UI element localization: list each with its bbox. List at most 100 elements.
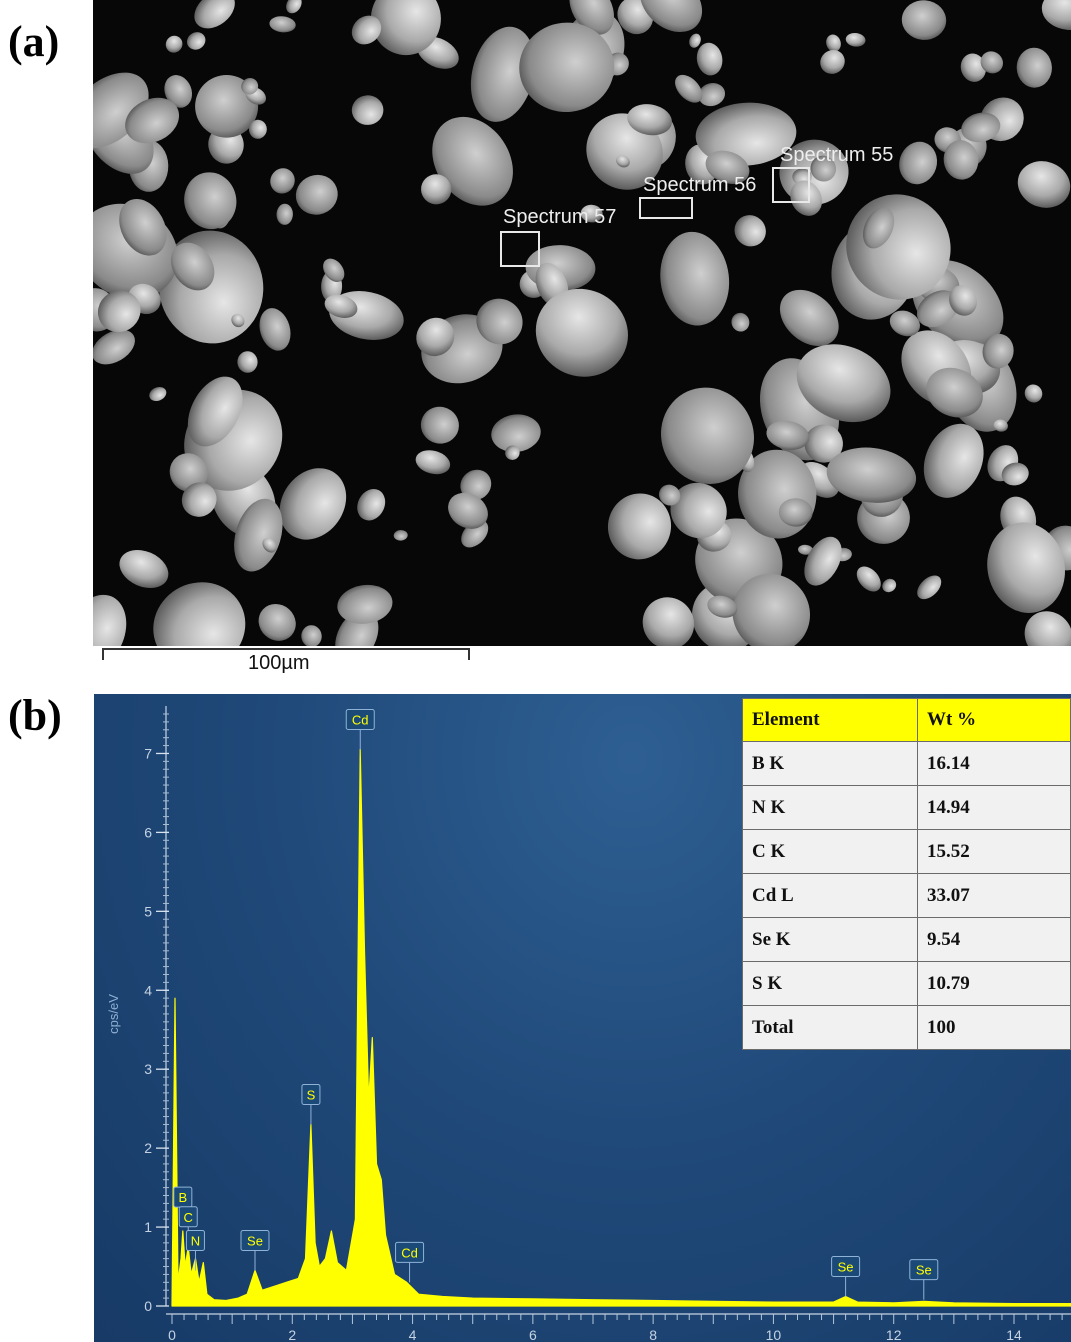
peak-label: B xyxy=(178,1190,187,1205)
particle xyxy=(164,75,193,108)
particle xyxy=(569,0,614,35)
particle xyxy=(93,594,127,646)
particle xyxy=(917,575,942,600)
particle xyxy=(826,447,917,503)
particle xyxy=(186,32,206,50)
particle xyxy=(804,424,843,463)
particle xyxy=(324,294,358,318)
header-element: Element xyxy=(742,698,918,742)
particle xyxy=(916,290,960,328)
particle-group xyxy=(93,0,1071,646)
wt-cell: 16.14 xyxy=(917,741,1071,786)
particle xyxy=(696,42,723,76)
particle xyxy=(707,595,738,618)
particle xyxy=(705,150,750,184)
particle xyxy=(731,312,750,332)
particle xyxy=(93,329,135,365)
particle xyxy=(370,0,441,56)
particle xyxy=(639,0,703,33)
particle xyxy=(491,414,541,453)
particle xyxy=(616,155,630,168)
peak-label: Se xyxy=(916,1263,932,1278)
particle xyxy=(820,49,845,74)
particle xyxy=(926,367,983,418)
particle xyxy=(863,207,895,249)
element-cell: S K xyxy=(742,961,918,1006)
particle xyxy=(923,423,984,498)
table-header-row: Element Wt % xyxy=(742,698,1071,742)
particle xyxy=(181,482,217,517)
particle xyxy=(171,242,215,291)
scale-bar-label: 100µm xyxy=(248,652,310,674)
element-cell: C K xyxy=(742,829,918,874)
particle xyxy=(899,141,938,185)
y-tick-label: 2 xyxy=(144,1140,152,1156)
particle xyxy=(961,112,1001,143)
particle xyxy=(810,155,837,182)
table-row: Cd L 33.07 xyxy=(742,873,1071,918)
particle xyxy=(535,288,628,377)
peak-label: Se xyxy=(838,1260,854,1275)
particle xyxy=(993,419,1008,432)
composition-table: Element Wt % B K 16.14 N K 14.94 C K 15.52 … xyxy=(742,698,1071,1050)
y-tick-label: 6 xyxy=(144,824,152,840)
particle xyxy=(357,488,386,521)
panel-label-a: (a) xyxy=(8,17,60,66)
particle xyxy=(734,215,766,247)
particle xyxy=(778,498,813,527)
particle xyxy=(432,116,513,206)
particle xyxy=(804,536,842,586)
particle xyxy=(790,180,823,216)
particle xyxy=(689,33,701,48)
particle xyxy=(1016,47,1052,88)
peak-label: Se xyxy=(247,1233,263,1248)
particle xyxy=(184,172,237,230)
particle xyxy=(337,584,393,624)
particle xyxy=(169,453,208,492)
particle xyxy=(889,310,920,337)
particle xyxy=(187,376,243,447)
particle xyxy=(901,0,947,40)
particle xyxy=(845,32,866,47)
particle xyxy=(237,351,258,373)
scale-bar xyxy=(102,648,470,660)
y-tick-label: 5 xyxy=(144,903,152,919)
particle xyxy=(607,493,672,560)
x-tick-label: 2 xyxy=(288,1327,296,1342)
particle xyxy=(826,34,841,52)
particle xyxy=(97,290,141,333)
sem-micrograph: Spectrum 55 Spectrum 56 Spectrum 57 xyxy=(93,0,1071,646)
particle xyxy=(670,482,727,539)
particle xyxy=(505,445,520,460)
particle xyxy=(698,83,726,107)
particle xyxy=(987,522,1065,613)
peak-label-box xyxy=(909,1259,939,1281)
wt-cell: 9.54 xyxy=(917,917,1071,962)
particle xyxy=(732,573,811,646)
table-row: Total 100 xyxy=(742,1005,1071,1050)
x-tick-label: 10 xyxy=(766,1327,782,1342)
x-tick-label: 14 xyxy=(1006,1327,1022,1342)
particle xyxy=(1041,0,1071,31)
y-axis-label: cps/eV xyxy=(106,994,121,1034)
particle xyxy=(766,420,810,450)
particle xyxy=(960,53,987,82)
particle xyxy=(420,406,459,444)
particle xyxy=(627,104,672,136)
particle xyxy=(660,231,730,326)
peak-label: C xyxy=(184,1210,193,1225)
particle xyxy=(792,168,812,185)
particle xyxy=(194,0,235,29)
particle xyxy=(279,468,347,540)
particle xyxy=(943,140,979,180)
particle xyxy=(301,625,322,646)
x-tick-label: 12 xyxy=(886,1327,902,1342)
particle xyxy=(258,603,296,641)
panel-label-b: (b) xyxy=(8,691,62,740)
particle xyxy=(119,549,169,589)
spectrum-56-label: Spectrum 56 xyxy=(643,174,756,196)
spectrum-55-label: Spectrum 55 xyxy=(780,144,893,166)
particle xyxy=(642,597,695,646)
spectrum-series-0 xyxy=(171,748,1071,1307)
